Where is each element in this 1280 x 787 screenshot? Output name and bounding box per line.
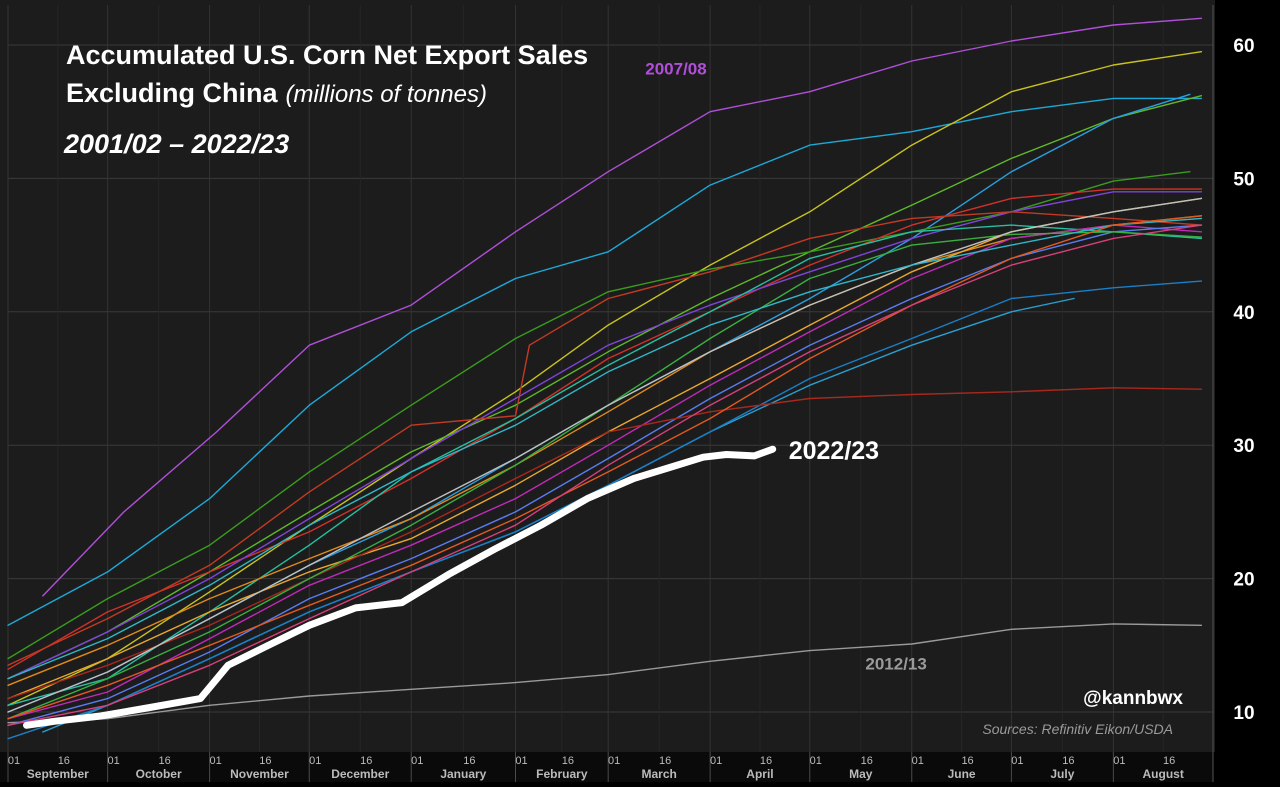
day-tick-label: 16 [463,755,475,767]
series-line [7,224,1203,720]
day-tick-label: 16 [861,755,873,767]
day-tick-label: 01 [1011,755,1023,767]
day-tick-label: 01 [515,755,527,767]
month-label: June [948,767,976,781]
y-tick-label: 30 [1233,436,1254,457]
series-line [7,51,1203,706]
day-tick-label: 16 [1062,755,1074,767]
day-tick-label: 01 [108,755,120,767]
month-label: August [1143,767,1184,781]
series-label: 2007/08 [645,59,706,78]
y-tick-label: 40 [1233,303,1254,324]
month-label: October [136,767,182,781]
y-tick-label: 50 [1233,169,1254,190]
day-tick-label: 01 [710,755,722,767]
source-note: Sources: Refinitiv Eikon/USDA [982,721,1173,737]
y-tick-label: 10 [1233,703,1254,724]
series-line [7,224,1203,726]
chart-subtitle: 2001/02 – 2022/23 [63,129,289,159]
series-line [7,280,1203,740]
series-line [7,387,1203,700]
series-line [7,623,1203,724]
day-tick-label: 16 [659,755,671,767]
series-line [42,17,1203,597]
series-line-highlight [23,445,777,729]
series-label: 2022/23 [789,437,879,465]
series-labels: 2007/08 2012/13 2022/23 [645,59,927,673]
chart-title-line1: Accumulated U.S. Corn Net Export Sales [66,40,588,70]
day-tick-label: 01 [209,755,221,767]
month-label: July [1050,767,1074,781]
chart-title-line2: Excluding China (millions of tonnes) [66,78,487,108]
y-tick-label: 60 [1233,36,1254,57]
series-line [7,211,1203,666]
day-tick-label: 16 [159,755,171,767]
series-line [7,188,1203,670]
plot-background [0,0,1215,752]
month-label: September [27,767,89,781]
author-handle: @kannbwx [1083,688,1183,709]
series-line [7,197,1203,713]
month-label: November [230,767,289,781]
day-tick-label: 16 [259,755,271,767]
day-tick-label: 01 [1113,755,1125,767]
day-tick-label: 01 [912,755,924,767]
series-lines [7,17,1203,740]
month-label: February [536,767,588,781]
day-tick-label: 01 [309,755,321,767]
month-label: May [849,767,873,781]
chart-title-main: Excluding China [66,78,279,108]
day-tick-label: 16 [360,755,372,767]
series-line [7,97,1203,626]
day-tick-label: 01 [810,755,822,767]
month-label: March [641,767,676,781]
chart-title-units: (millions of tonnes) [286,81,487,108]
day-tick-label: 16 [58,755,70,767]
y-tick-label: 20 [1233,570,1254,591]
series-label: 2012/13 [865,654,926,673]
day-tick-label: 01 [8,755,20,767]
x-axis-band [0,752,1213,782]
day-tick-label: 16 [562,755,574,767]
day-tick-label: 16 [1163,755,1175,767]
day-tick-label: 16 [760,755,772,767]
month-label: December [331,767,389,781]
month-label: January [440,767,486,781]
day-tick-label: 01 [608,755,620,767]
series-line [7,217,1203,680]
day-tick-label: 01 [411,755,423,767]
series-line [7,215,1203,720]
day-tick-label: 16 [961,755,973,767]
month-label: April [746,767,773,781]
